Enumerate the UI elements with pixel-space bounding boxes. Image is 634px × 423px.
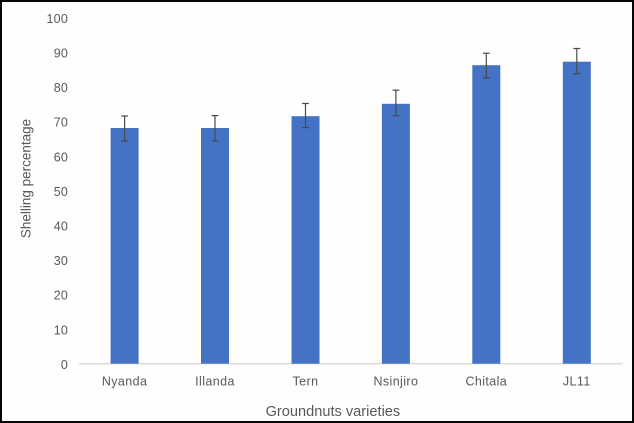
svg-text:80: 80: [54, 81, 68, 95]
svg-text:50: 50: [54, 185, 68, 199]
svg-text:30: 30: [54, 254, 68, 268]
svg-text:0: 0: [61, 358, 68, 372]
svg-text:40: 40: [54, 220, 68, 234]
svg-text:100: 100: [47, 12, 68, 26]
svg-text:10: 10: [54, 323, 68, 337]
svg-text:Illanda: Illanda: [195, 375, 235, 389]
svg-text:JL11: JL11: [563, 375, 591, 389]
svg-text:60: 60: [54, 150, 68, 164]
svg-text:20: 20: [54, 289, 68, 303]
svg-text:Shelling percentage: Shelling percentage: [19, 119, 34, 238]
svg-text:Nyanda: Nyanda: [102, 375, 148, 389]
svg-text:Chitala: Chitala: [465, 375, 507, 389]
svg-text:Groundnuts varieties: Groundnuts varieties: [266, 404, 401, 420]
svg-text:Nsinjiro: Nsinjiro: [373, 375, 418, 389]
svg-text:70: 70: [54, 116, 68, 130]
svg-text:Tern: Tern: [293, 375, 319, 389]
svg-text:90: 90: [54, 46, 68, 60]
